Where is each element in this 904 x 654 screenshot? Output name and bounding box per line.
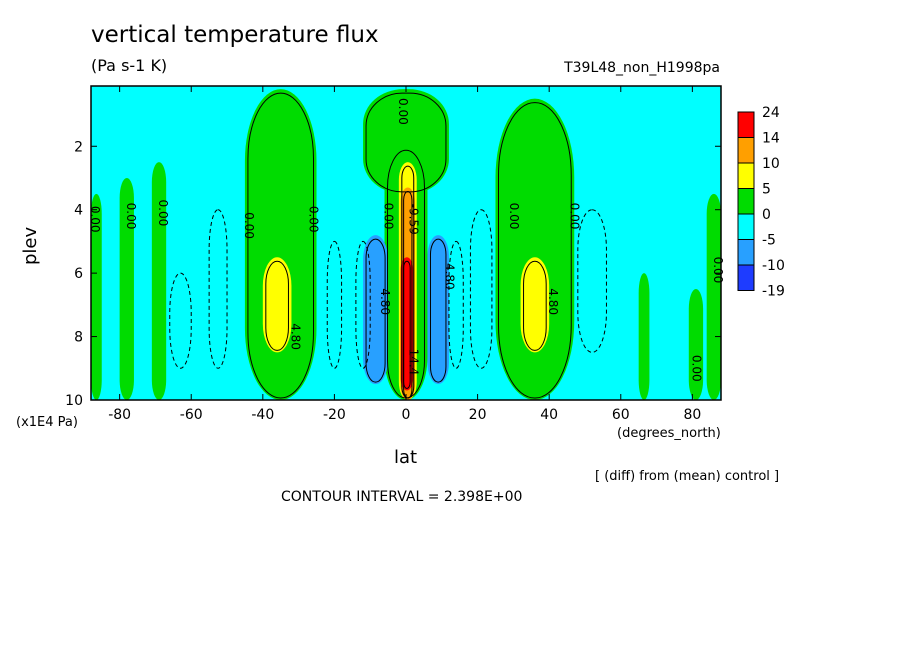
contour-line-0 [247,92,315,399]
x-tick-label: 80 [683,407,701,423]
region-5 [520,257,550,353]
x-tick-label: -80 [108,407,131,423]
polar-strip-5 [706,193,721,400]
dashed-contour-4 [469,209,493,369]
region-10 [427,235,449,385]
polar-strip-3 [638,273,650,400]
region-7 [400,187,415,400]
legend-label: 5 [762,182,771,198]
legend-swatch [737,188,755,215]
contour-label-3: 0.00 [242,212,256,239]
contour-label-10: 0.00 [711,257,725,284]
y-scale-label: (x1E4 Pa) [16,415,78,430]
region-6 [398,162,417,400]
contour-label-14: 4.80 [546,288,560,315]
legend-label: 14 [762,131,780,147]
y-tick-label: 4 [74,203,83,219]
dashed-contour-0 [208,209,228,369]
legend-label: -10 [762,258,785,274]
region-4 [262,257,292,353]
x-tick-label: 0 [402,407,411,423]
contour-line-8 [403,260,411,389]
x-tick-label: -20 [323,407,346,423]
contour-line-6 [401,165,415,399]
plot-background [91,86,721,400]
region-0 [244,89,317,400]
units-label: (Pa s-1 K) [91,56,168,75]
legend-swatch [737,239,755,266]
region-3 [384,146,428,400]
contour-label-1: 0.00 [124,203,138,230]
legend-swatch [737,111,755,138]
contour-label-5: 0.00 [382,203,396,230]
legend-swatch [737,162,755,189]
polar-strip-1 [119,177,134,400]
contour-label-7: 0.00 [507,203,521,230]
legend-swatch [737,137,755,164]
legend-label: 24 [762,105,780,121]
contour-label-0: 0.00 [88,206,102,233]
y-tick-label: 8 [74,330,83,346]
contour-line-4 [265,260,289,351]
region-8 [400,257,414,391]
contour-label-4: 0.00 [306,206,320,233]
polar-strip-0 [91,193,102,400]
contour-label-6: 0.00 [396,98,410,125]
legend-swatch [737,213,755,240]
contour-label-2: 0.00 [156,200,170,227]
contour-label-15: -9.59 [407,204,421,235]
x-tick-label: -40 [251,407,274,423]
contour-label-8: 0.00 [568,203,582,230]
contour-line-9 [365,238,386,383]
x-units-label: (degrees_north) [617,426,721,441]
region-2 [363,89,449,194]
y-axis-label: plev [20,226,41,265]
diff-note: [ (diff) from (mean) control ] [595,469,780,484]
dashed-contour-2 [355,240,371,369]
legend-label: 10 [762,156,780,172]
plot-frame [90,85,722,401]
x-tick-label: 60 [612,407,630,423]
dashed-contour-3 [448,240,464,369]
contour-line-1 [497,102,572,399]
legend-label: 0 [762,207,771,223]
contour-line-2 [365,92,447,193]
contour-label-11: 4.80 [288,323,302,350]
contour-line-7 [403,190,413,399]
polar-strip-2 [151,162,167,400]
contour-line-10 [429,238,447,383]
legend-swatch [737,264,755,291]
x-axis-label: lat [394,447,418,468]
contour-line-5 [523,260,547,351]
y-tick-label: 6 [74,266,83,282]
contour-interval: CONTOUR INTERVAL = 2.398E+00 [281,489,523,505]
legend-label: -19 [762,284,785,300]
dashed-contour-1 [326,240,343,369]
dashed-contour-5 [577,209,607,353]
dashed-contour-6 [169,272,192,369]
legend-label: -5 [762,233,776,249]
x-tick-label: 40 [540,407,558,423]
contour-label-9: 0.00 [689,355,703,382]
y-tick-label: 10 [65,393,83,409]
contour-label-13: 4.80 [442,263,456,290]
y-tick-label: 2 [74,139,83,155]
x-tick-label: -60 [180,407,203,423]
region-9 [363,235,389,385]
contour-label-16: 14.4 [407,349,421,376]
run-name: T39L48_non_H1998pa [564,60,720,76]
chart-title: vertical temperature flux [91,22,379,48]
polar-strip-4 [688,288,704,400]
region-1 [495,98,575,401]
contour-line-3 [387,149,425,399]
contour-label-12: 4.80 [378,288,392,315]
x-tick-label: 20 [469,407,487,423]
